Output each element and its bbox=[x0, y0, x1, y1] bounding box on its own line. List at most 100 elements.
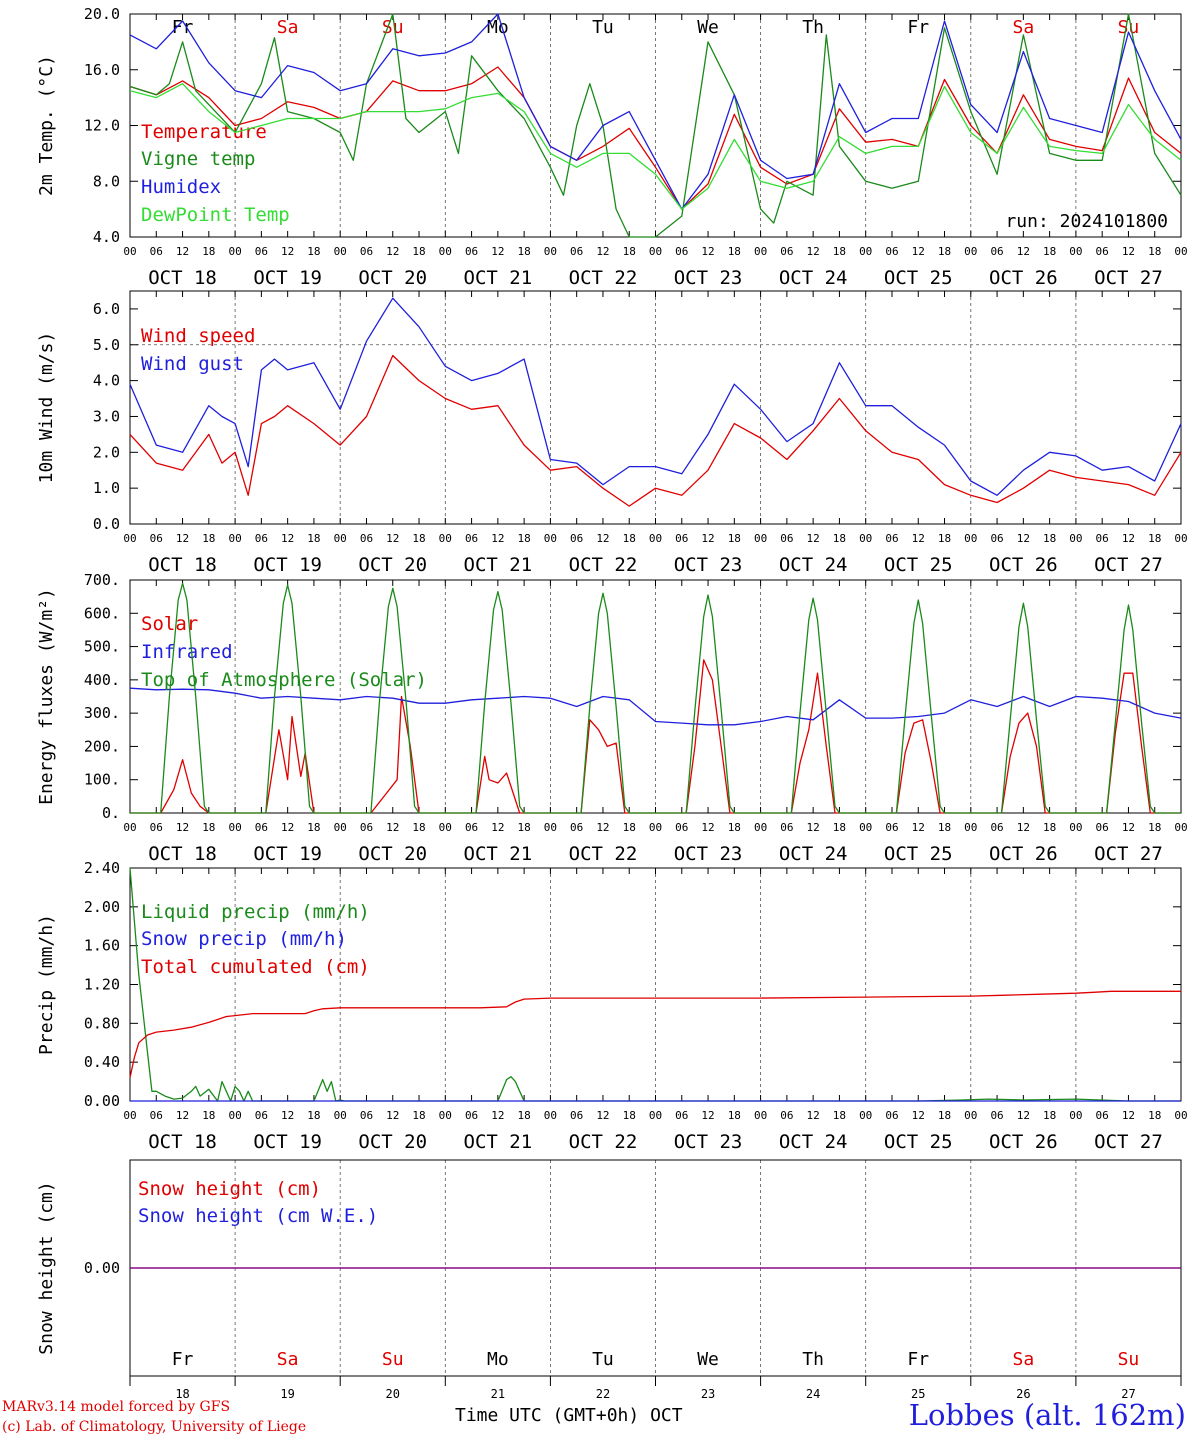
hour-tick-label: 12 bbox=[1122, 532, 1135, 545]
date-label: OCT 27 bbox=[1094, 1131, 1163, 1153]
hour-tick-label: 12 bbox=[1017, 821, 1030, 834]
copyright-credit: (c) Lab. of Climatology, University of L… bbox=[2, 1419, 307, 1435]
hour-tick-label: 12 bbox=[1122, 1109, 1135, 1122]
hour-tick-label: 18 bbox=[728, 821, 741, 834]
hour-tick-label: 12 bbox=[281, 821, 294, 834]
y-axis-title: 10m Wind (m/s) bbox=[36, 332, 57, 484]
date-label: OCT 27 bbox=[1094, 554, 1163, 576]
hour-tick-label: 18 bbox=[1043, 532, 1056, 545]
hour-tick-label: 12 bbox=[386, 1109, 399, 1122]
legend-entry: Liquid precip (mm/h) bbox=[141, 901, 370, 923]
weekday-label: Mo bbox=[487, 17, 509, 38]
hour-tick-label: 18 bbox=[202, 821, 215, 834]
hour-tick-label: 00 bbox=[649, 1109, 662, 1122]
hour-tick-label: 18 bbox=[518, 245, 531, 258]
legend-entry: Snow precip (mm/h) bbox=[141, 928, 347, 950]
hour-tick-label: 00 bbox=[334, 1109, 347, 1122]
series-line bbox=[129, 66, 1182, 210]
day-number-label: 26 bbox=[1016, 1387, 1030, 1401]
y-tick-label: 20.0 bbox=[84, 5, 120, 23]
hour-tick-label: 06 bbox=[360, 245, 373, 258]
date-label: OCT 22 bbox=[569, 267, 638, 289]
hour-tick-label: 12 bbox=[912, 1109, 925, 1122]
hour-tick-label: 12 bbox=[491, 245, 504, 258]
hour-tick-label: 12 bbox=[1017, 245, 1030, 258]
hour-tick-label: 12 bbox=[701, 1109, 714, 1122]
hour-tick-label: 18 bbox=[728, 1109, 741, 1122]
station-name: Lobbes (alt. 162m) bbox=[908, 1398, 1186, 1432]
hour-tick-label: 00 bbox=[123, 532, 136, 545]
hour-tick-label: 00 bbox=[544, 821, 557, 834]
date-label: OCT 22 bbox=[569, 554, 638, 576]
date-label: OCT 23 bbox=[674, 554, 743, 576]
hour-tick-label: 18 bbox=[1043, 821, 1056, 834]
hour-tick-label: 00 bbox=[439, 1109, 452, 1122]
series-line bbox=[129, 13, 1182, 238]
legend-entry: Wind speed bbox=[141, 325, 255, 347]
date-label: OCT 26 bbox=[989, 554, 1058, 576]
hour-tick-label: 12 bbox=[281, 532, 294, 545]
day-number-label: 18 bbox=[175, 1387, 189, 1401]
panel-3: 0. 100. 200. 300. 400. 500. 600. 700. Energy flu… bbox=[36, 571, 1188, 865]
hour-tick-label: 12 bbox=[1122, 245, 1135, 258]
hour-tick-label: 18 bbox=[307, 532, 320, 545]
weekday-label: Fr bbox=[907, 1349, 929, 1370]
y-tick-label: 0.00 bbox=[84, 1092, 120, 1110]
hour-tick-label: 12 bbox=[912, 821, 925, 834]
hour-tick-label: 18 bbox=[938, 532, 951, 545]
y-axis-title: 2m Temp. (°C) bbox=[36, 55, 57, 196]
legend-entry: Snow height (cm) bbox=[138, 1178, 321, 1200]
y-tick-label: 200. bbox=[84, 737, 120, 755]
hour-tick-label: 12 bbox=[912, 532, 925, 545]
legend-entry: DewPoint Temp bbox=[141, 204, 290, 226]
hour-tick-label: 12 bbox=[386, 821, 399, 834]
y-tick-label: 300. bbox=[84, 704, 120, 722]
date-label: OCT 26 bbox=[989, 267, 1058, 289]
hour-tick-label: 00 bbox=[123, 821, 136, 834]
hour-tick-label: 06 bbox=[1096, 532, 1109, 545]
date-label: OCT 24 bbox=[779, 1131, 848, 1153]
hour-tick-label: 00 bbox=[754, 1109, 767, 1122]
day-number-label: 22 bbox=[596, 1387, 610, 1401]
weekday-label: We bbox=[697, 1349, 719, 1370]
hour-tick-label: 18 bbox=[728, 245, 741, 258]
hour-tick-label: 00 bbox=[859, 821, 872, 834]
hour-tick-label: 00 bbox=[1069, 532, 1082, 545]
hour-tick-label: 06 bbox=[570, 821, 583, 834]
y-tick-label: 4.0 bbox=[93, 228, 120, 246]
weekday-label: Fr bbox=[172, 17, 194, 38]
hour-tick-label: 06 bbox=[675, 1109, 688, 1122]
hour-tick-label: 00 bbox=[1069, 821, 1082, 834]
hour-tick-label: 18 bbox=[938, 821, 951, 834]
hour-tick-label: 18 bbox=[1043, 245, 1056, 258]
hour-tick-label: 00 bbox=[649, 245, 662, 258]
panel-5: 0.00 Snow height (cm) 18 19 20 21 22 23 24 25 26 27… bbox=[36, 1159, 1182, 1401]
hour-tick-label: 06 bbox=[885, 532, 898, 545]
legend-entry: Total cumulated (cm) bbox=[141, 956, 370, 978]
hour-tick-label: 00 bbox=[754, 245, 767, 258]
hour-tick-label: 18 bbox=[1148, 245, 1161, 258]
hour-tick-label: 06 bbox=[990, 245, 1003, 258]
y-tick-label: 0.00 bbox=[84, 1259, 120, 1277]
hour-tick-label: 12 bbox=[281, 1109, 294, 1122]
date-label: OCT 24 bbox=[779, 267, 848, 289]
weekday-label: Su bbox=[382, 1349, 404, 1370]
hour-tick-label: 00 bbox=[1069, 245, 1082, 258]
hour-tick-label: 18 bbox=[623, 821, 636, 834]
hour-tick-label: 12 bbox=[807, 1109, 820, 1122]
y-tick-label: 0. bbox=[102, 804, 120, 822]
legend-entry: Vigne temp bbox=[141, 148, 255, 170]
hour-tick-label: 12 bbox=[701, 821, 714, 834]
series-line bbox=[129, 83, 1182, 210]
hour-tick-label: 00 bbox=[754, 821, 767, 834]
panel-1: 4.0 8.0 12.0 16.0 20.0 2m Temp. (°C) 00 06 12 18 0… bbox=[36, 5, 1188, 289]
hour-tick-label: 06 bbox=[465, 1109, 478, 1122]
hour-tick-label: 00 bbox=[964, 245, 977, 258]
hour-tick-label: 18 bbox=[412, 821, 425, 834]
hour-tick-label: 00 bbox=[1174, 1109, 1187, 1122]
y-tick-label: 0.40 bbox=[84, 1053, 120, 1071]
hour-tick-label: 18 bbox=[1043, 1109, 1056, 1122]
hour-tick-label: 18 bbox=[412, 245, 425, 258]
y-tick-label: 3.0 bbox=[93, 407, 120, 425]
weekday-label: Sa bbox=[1013, 1349, 1035, 1370]
